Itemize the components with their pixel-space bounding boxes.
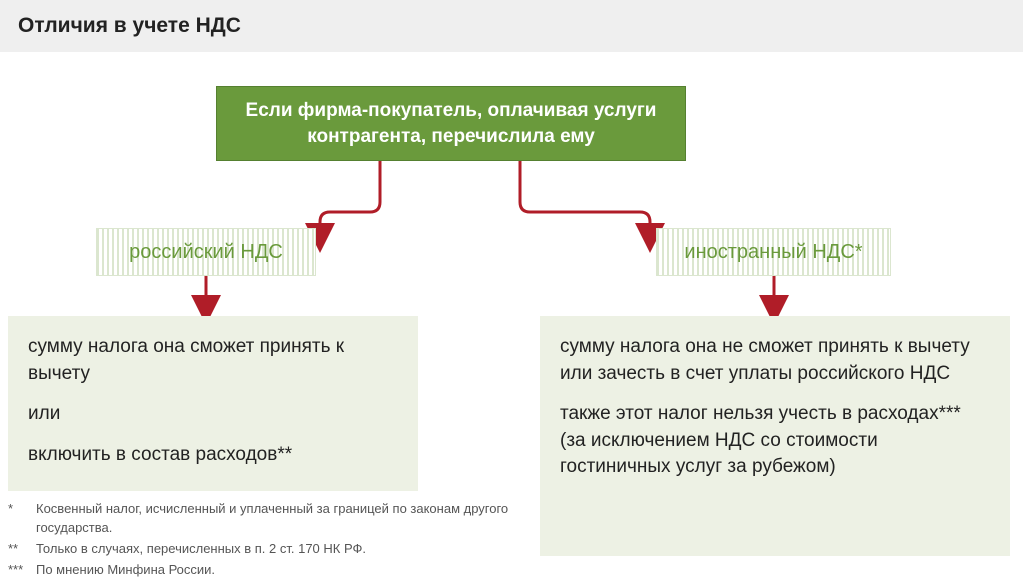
footnote-3: *** По мнению Минфина России. bbox=[8, 561, 528, 580]
diagram-canvas: Если фирма-покупатель, оплачивая услуги … bbox=[0, 52, 1023, 580]
branch-left-label: российский НДС bbox=[129, 241, 283, 264]
footnote-1-mark: * bbox=[8, 500, 36, 538]
footnote-2-mark: ** bbox=[8, 540, 36, 559]
footnote-1-text: Косвенный налог, исчисленный и уплаченны… bbox=[36, 500, 528, 538]
leaf-left-p1: сумму налога она сможет принять к вычету bbox=[28, 334, 398, 387]
branch-right: иностранный НДС* bbox=[656, 228, 891, 276]
footnote-2-text: Только в случаях, перечисленных в п. 2 с… bbox=[36, 540, 366, 559]
root-node: Если фирма-покупатель, оплачивая услуги … bbox=[216, 86, 686, 161]
arrow-root-to-right bbox=[520, 161, 650, 238]
leaf-right: сумму налога она не сможет принять к выч… bbox=[540, 316, 1010, 556]
page-title: Отличия в учете НДС bbox=[0, 0, 1023, 52]
footnotes: * Косвенный налог, исчисленный и уплачен… bbox=[8, 500, 528, 581]
footnote-3-mark: *** bbox=[8, 561, 36, 580]
leaf-right-p1: сумму налога она не сможет принять к выч… bbox=[560, 334, 990, 387]
branch-right-label: иностранный НДС* bbox=[684, 241, 862, 264]
leaf-left: сумму налога она сможет принять к вычету… bbox=[8, 316, 418, 491]
leaf-right-p2: также этот налог нельзя учесть в расхода… bbox=[560, 401, 990, 481]
arrow-root-to-left bbox=[320, 161, 380, 238]
footnote-1: * Косвенный налог, исчисленный и уплачен… bbox=[8, 500, 528, 538]
footnote-2: ** Только в случаях, перечисленных в п. … bbox=[8, 540, 528, 559]
root-node-text: Если фирма-покупатель, оплачивая услуги … bbox=[237, 98, 665, 149]
leaf-left-p3: включить в состав расходов** bbox=[28, 442, 398, 469]
leaf-left-p2: или bbox=[28, 401, 398, 428]
footnote-3-text: По мнению Минфина России. bbox=[36, 561, 215, 580]
branch-left: российский НДС bbox=[96, 228, 316, 276]
